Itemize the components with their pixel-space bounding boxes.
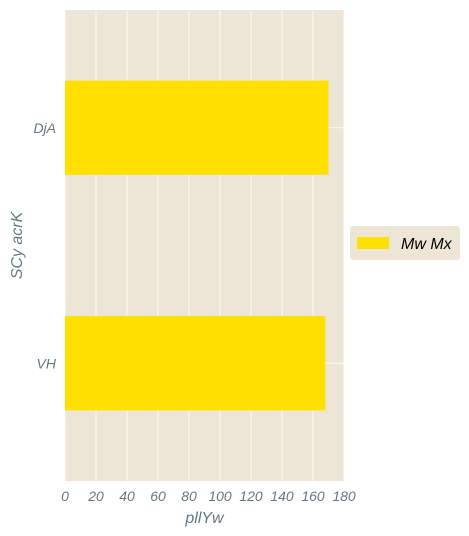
y-category-label: VH: [37, 355, 57, 371]
x-tick-label: 140: [270, 488, 294, 504]
x-tick-label: 180: [332, 488, 356, 504]
x-tick-label: 60: [150, 488, 166, 504]
legend: Mw Mx: [350, 226, 460, 260]
legend-label: Mw Mx: [401, 236, 453, 253]
bars: [65, 80, 329, 411]
x-axis-label: pllYw: [184, 510, 225, 527]
x-tick-label: 80: [181, 488, 197, 504]
bar: [65, 80, 329, 175]
y-category-label: DjA: [33, 120, 56, 136]
x-tick-label: 160: [301, 488, 325, 504]
y-axis-label: SCy acrK: [9, 210, 26, 279]
legend-swatch: [357, 237, 389, 249]
x-tick-label: 20: [87, 488, 104, 504]
x-tick-label: 40: [119, 488, 135, 504]
x-tick-labels: 0 20 40 60 80 100 120 140 160 180: [61, 488, 356, 504]
y-category-labels: DjA VH: [33, 120, 56, 372]
x-tick-label: 0: [61, 488, 69, 504]
bar: [65, 316, 326, 411]
x-tick-label: 100: [208, 488, 232, 504]
x-tick-label: 120: [239, 488, 263, 504]
legend-box: [350, 226, 460, 260]
